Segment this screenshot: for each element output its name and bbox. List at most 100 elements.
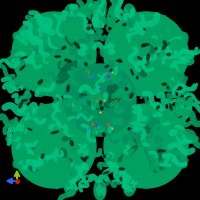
Ellipse shape [150,158,169,172]
Ellipse shape [110,69,112,71]
Ellipse shape [165,152,187,168]
Ellipse shape [70,9,75,17]
Ellipse shape [102,133,106,136]
Ellipse shape [125,88,128,90]
Ellipse shape [71,180,74,188]
Ellipse shape [125,10,128,18]
Ellipse shape [57,60,77,84]
Ellipse shape [85,156,88,159]
Ellipse shape [6,55,26,65]
Ellipse shape [172,159,180,165]
Ellipse shape [65,158,73,170]
Ellipse shape [145,33,151,54]
Ellipse shape [138,40,159,55]
Ellipse shape [119,168,124,170]
Ellipse shape [102,102,120,110]
Ellipse shape [35,140,43,150]
Ellipse shape [148,38,174,47]
Ellipse shape [16,36,24,42]
Ellipse shape [64,4,76,24]
Ellipse shape [11,138,18,141]
Ellipse shape [180,138,187,142]
Ellipse shape [12,104,96,188]
Ellipse shape [84,63,87,66]
Ellipse shape [136,132,149,157]
Ellipse shape [96,188,100,195]
Ellipse shape [174,135,194,145]
Ellipse shape [98,168,99,175]
Ellipse shape [33,38,41,55]
Ellipse shape [80,101,98,116]
Ellipse shape [139,71,146,77]
Ellipse shape [125,184,129,192]
Ellipse shape [166,74,186,86]
Ellipse shape [65,59,71,62]
Ellipse shape [24,80,31,84]
Ellipse shape [165,32,187,48]
Ellipse shape [100,107,103,110]
Ellipse shape [94,180,106,200]
Ellipse shape [99,108,112,119]
Ellipse shape [105,93,121,108]
Ellipse shape [119,59,121,61]
Ellipse shape [133,137,148,146]
Ellipse shape [81,93,102,110]
Ellipse shape [101,6,104,14]
Ellipse shape [19,161,28,164]
Ellipse shape [87,27,90,30]
Ellipse shape [41,128,67,142]
Ellipse shape [55,56,61,57]
Ellipse shape [19,101,23,108]
Ellipse shape [170,77,177,81]
Ellipse shape [177,88,182,90]
Ellipse shape [174,55,194,65]
Ellipse shape [81,157,86,162]
Ellipse shape [51,131,59,134]
Ellipse shape [22,35,30,40]
Ellipse shape [169,104,172,110]
Ellipse shape [181,59,189,62]
Ellipse shape [28,62,52,82]
Ellipse shape [104,104,188,188]
Ellipse shape [28,128,32,130]
Ellipse shape [40,45,51,53]
Ellipse shape [87,18,91,23]
Ellipse shape [124,4,136,24]
Ellipse shape [66,181,69,189]
Ellipse shape [41,154,44,159]
Ellipse shape [70,140,73,146]
Ellipse shape [100,5,103,12]
Ellipse shape [172,78,179,81]
Ellipse shape [131,69,134,75]
Ellipse shape [19,88,21,93]
Ellipse shape [118,145,138,161]
Ellipse shape [155,36,169,42]
Ellipse shape [136,76,138,79]
Ellipse shape [22,99,28,101]
Ellipse shape [121,153,129,166]
Ellipse shape [14,74,34,86]
Ellipse shape [147,54,150,60]
Ellipse shape [64,64,136,136]
Ellipse shape [20,39,28,45]
Ellipse shape [162,83,166,85]
Ellipse shape [29,162,40,172]
Ellipse shape [138,46,149,71]
Ellipse shape [50,128,58,138]
Ellipse shape [157,106,160,109]
Ellipse shape [116,60,122,62]
Ellipse shape [13,152,35,168]
Ellipse shape [167,53,170,56]
Ellipse shape [160,54,173,63]
Ellipse shape [12,57,20,61]
Ellipse shape [141,31,154,42]
Ellipse shape [167,86,169,89]
Ellipse shape [98,185,102,192]
Ellipse shape [11,60,19,63]
Ellipse shape [156,47,157,50]
Ellipse shape [41,161,68,169]
Ellipse shape [104,30,106,32]
Ellipse shape [51,147,61,172]
Ellipse shape [172,37,179,44]
Ellipse shape [150,152,162,163]
